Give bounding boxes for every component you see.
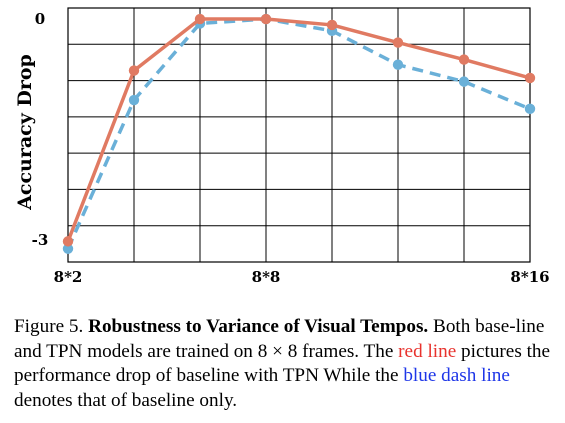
data-point-dashed xyxy=(62,243,74,254)
data-point-solid xyxy=(392,37,404,48)
data-point-solid xyxy=(194,13,206,25)
chart: 8*2 8*8 8*16 0 -3 Accuracy Drop xyxy=(14,7,550,286)
y-axis-label: Accuracy Drop xyxy=(14,54,36,211)
caption-title: Robustness to Variance of Visual Tempos. xyxy=(88,316,429,337)
series-line-solid xyxy=(66,17,531,243)
caption-blue-phrase: blue dash line xyxy=(403,365,510,386)
y-tick-label: 0 xyxy=(35,10,45,28)
x-tick-label: 8*8 xyxy=(252,268,281,286)
y-tick-label: -3 xyxy=(32,231,49,249)
data-point-dashed xyxy=(524,103,536,115)
data-point-solid xyxy=(260,13,272,25)
data-point-solid xyxy=(524,72,536,84)
chart-svg: 8*2 8*8 8*16 0 -3 Accuracy Drop xyxy=(14,7,550,286)
caption-text-1: Both base-line and TPN models are traine… xyxy=(14,316,545,362)
figure-caption: Figure 5. Robustness to Variance of Visu… xyxy=(14,315,559,413)
data-point-solid xyxy=(62,236,74,247)
data-point-dashed xyxy=(128,94,140,106)
data-point-solid xyxy=(458,54,470,65)
series-line-dashed xyxy=(66,17,531,250)
x-tick-label: 8*16 xyxy=(510,268,549,286)
data-point-dashed xyxy=(392,59,404,70)
caption-red-phrase: red line xyxy=(398,340,457,362)
series xyxy=(62,13,536,254)
caption-figure-label: Figure 5. xyxy=(14,316,84,337)
x-tick-label: 8*2 xyxy=(54,268,83,286)
data-point-dashed xyxy=(458,76,470,87)
caption-text-3: denotes that of baseline only. xyxy=(14,389,238,411)
data-point-solid xyxy=(326,19,338,31)
plot-frame xyxy=(67,7,531,263)
grid xyxy=(67,7,531,263)
tick-labels: 8*2 8*8 8*16 0 -3 xyxy=(32,10,550,286)
data-point-solid xyxy=(128,65,140,76)
caption-text-2: pictures the performance drop of baselin… xyxy=(14,340,551,387)
